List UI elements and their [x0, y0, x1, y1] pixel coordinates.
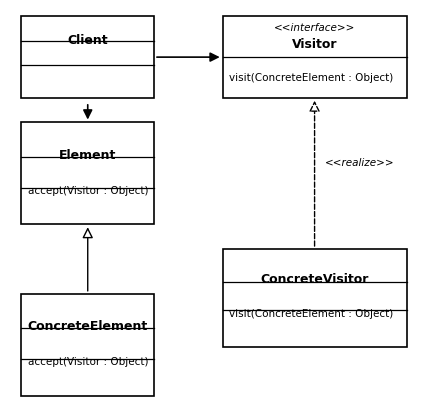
- Text: ConcreteElement: ConcreteElement: [28, 320, 148, 333]
- Text: visit(ConcreteElement : Object): visit(ConcreteElement : Object): [229, 310, 393, 319]
- Text: visit(ConcreteElement : Object): visit(ConcreteElement : Object): [229, 73, 393, 82]
- Text: accept(Visitor : Object): accept(Visitor : Object): [28, 357, 149, 367]
- Bar: [21, 122, 154, 224]
- Bar: [21, 294, 154, 396]
- Bar: [223, 16, 407, 98]
- Bar: [223, 249, 407, 347]
- Bar: [21, 16, 154, 98]
- Text: ConcreteVisitor: ConcreteVisitor: [260, 273, 369, 286]
- Text: Element: Element: [59, 149, 116, 162]
- Text: <<interface>>: <<interface>>: [274, 23, 355, 33]
- Text: Visitor: Visitor: [292, 38, 337, 51]
- Text: <<realize>>: <<realize>>: [325, 158, 395, 168]
- Text: accept(Visitor : Object): accept(Visitor : Object): [28, 186, 149, 196]
- Text: Client: Client: [68, 34, 108, 47]
